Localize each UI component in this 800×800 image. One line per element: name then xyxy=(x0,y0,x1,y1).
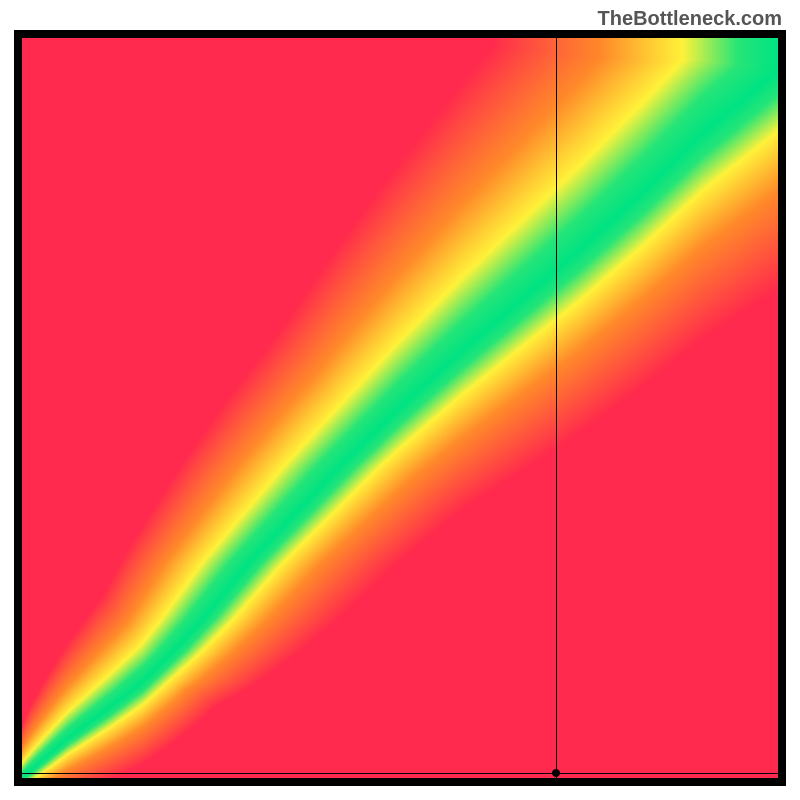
chart-frame xyxy=(14,30,786,786)
marker-dot xyxy=(552,769,560,777)
crosshair-vertical xyxy=(556,38,557,778)
crosshair-horizontal xyxy=(22,773,778,774)
chart-container: TheBottleneck.com xyxy=(0,0,800,800)
plot-area xyxy=(22,38,778,778)
heatmap-canvas xyxy=(22,38,778,778)
watermark-label: TheBottleneck.com xyxy=(598,8,782,31)
